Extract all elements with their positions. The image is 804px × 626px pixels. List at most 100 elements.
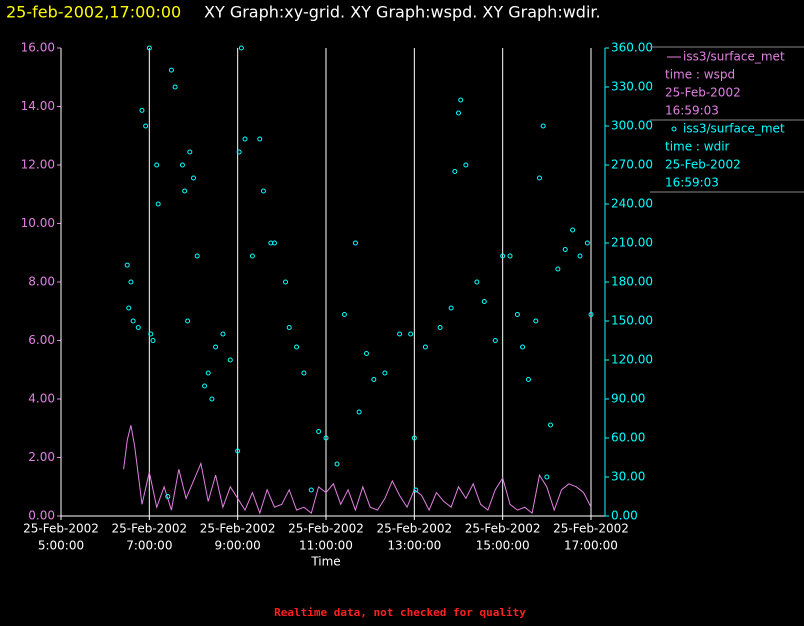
wdir-point xyxy=(194,253,200,259)
wdir-point xyxy=(533,318,539,324)
wdir-point xyxy=(301,370,307,376)
wdir-point xyxy=(143,123,149,129)
wdir-point xyxy=(481,299,487,304)
title-time: 25-feb-2002,17:00:00 xyxy=(6,3,181,22)
y2-tick-label: 0.00 xyxy=(611,509,638,523)
x-tick-label: 11:00:00 xyxy=(299,539,353,553)
x-tick-label: 15:00:00 xyxy=(476,539,530,553)
wdir-point xyxy=(363,351,369,356)
y-tick-label: 12.00 xyxy=(21,158,55,172)
wdir-point xyxy=(492,338,498,343)
wdir-point xyxy=(397,331,403,337)
y-tick-label: 0.00 xyxy=(28,509,55,523)
wdir-point xyxy=(352,240,358,246)
wdir-point xyxy=(474,279,480,285)
wdir-point xyxy=(271,240,277,246)
wdir-point xyxy=(448,305,454,311)
wdir-point xyxy=(182,188,188,194)
wdir-point xyxy=(408,331,414,337)
wdir-point xyxy=(165,494,171,499)
x-tick-label: 25-Feb-2002 xyxy=(200,522,276,536)
y-tick-label: 4.00 xyxy=(28,392,55,406)
wdir-point xyxy=(562,247,568,252)
y-tick-label: 10.00 xyxy=(21,216,55,230)
wdir-point xyxy=(411,435,417,441)
wdir-point xyxy=(191,175,196,181)
y2-tick-label: 60.00 xyxy=(611,431,645,445)
y2-tick-label: 210.00 xyxy=(611,236,653,250)
x-tick-label: 9:00:00 xyxy=(215,539,261,553)
legend-symbol xyxy=(671,126,677,132)
y2-tick-label: 120.00 xyxy=(611,353,653,367)
y-tick-label: 2.00 xyxy=(28,450,55,464)
legend-line: 16:59:03 xyxy=(665,176,719,190)
y2-tick-label: 270.00 xyxy=(611,158,653,172)
wdir-point xyxy=(452,169,458,174)
x-tick-label: 25-Feb-2002 xyxy=(465,522,541,536)
x-axis-label: Time xyxy=(310,555,340,569)
y2-tick-label: 240.00 xyxy=(611,197,653,211)
footer: Realtime data, not checked for quality xyxy=(274,606,526,619)
wdir-point xyxy=(294,344,300,350)
wdir-point xyxy=(236,149,242,155)
wdir-point xyxy=(555,266,561,272)
wdir-point xyxy=(130,318,136,324)
y2-tick-label: 180.00 xyxy=(611,275,653,289)
wdir-point xyxy=(135,325,141,330)
wdir-point xyxy=(242,136,248,142)
x-tick-label: 25-Feb-2002 xyxy=(23,522,99,536)
x-tick-label: 25-Feb-2002 xyxy=(376,522,452,536)
y-tick-label: 6.00 xyxy=(28,333,55,347)
wdir-point xyxy=(124,262,130,268)
wdir-point xyxy=(525,377,531,382)
y2-tick-label: 90.00 xyxy=(611,392,645,406)
wdir-point xyxy=(235,448,241,454)
legend-line: time : wdir xyxy=(665,140,730,154)
x-tick-label: 25-Feb-2002 xyxy=(288,522,364,536)
legend-line: time : wspd xyxy=(665,68,735,82)
x-tick-label: 17:00:00 xyxy=(564,539,618,553)
wdir-point xyxy=(286,325,292,330)
wdir-point xyxy=(179,162,185,168)
wdir-point xyxy=(128,279,134,285)
wdir-point xyxy=(463,162,469,168)
y-tick-label: 16.00 xyxy=(21,41,55,55)
wdir-point xyxy=(371,377,377,382)
wdir-point xyxy=(146,45,152,51)
wspd-line xyxy=(123,425,592,515)
wdir-point xyxy=(382,370,388,376)
wdir-point xyxy=(283,279,289,285)
y-tick-label: 8.00 xyxy=(28,275,55,289)
wdir-point xyxy=(514,312,520,317)
x-tick-label: 7:00:00 xyxy=(126,539,172,553)
wdir-point xyxy=(456,110,461,116)
wdir-point xyxy=(220,331,226,337)
wdir-point xyxy=(257,136,263,142)
wdir-point xyxy=(413,487,419,493)
wdir-point xyxy=(458,97,464,103)
wdir-point xyxy=(570,227,576,233)
wdir-point xyxy=(227,357,233,363)
wdir-point xyxy=(588,312,594,317)
wdir-point xyxy=(150,338,156,343)
wdir-point xyxy=(437,325,443,330)
wdir-point xyxy=(341,312,347,317)
wdir-point xyxy=(544,474,550,480)
legend-line: 25-Feb-2002 xyxy=(665,158,741,172)
wdir-point xyxy=(316,429,322,434)
legend-line: 25-Feb-2002 xyxy=(665,86,741,100)
wdir-point xyxy=(249,253,255,259)
y2-tick-label: 360.00 xyxy=(611,41,653,55)
wdir-point xyxy=(172,84,178,90)
y2-tick-label: 300.00 xyxy=(611,119,653,133)
wdir-point xyxy=(155,201,161,207)
wdir-point xyxy=(548,422,554,428)
legend-name: iss3/surface_met xyxy=(683,50,785,64)
wdir-point xyxy=(308,487,314,493)
wdir-point xyxy=(520,344,526,350)
wdir-point xyxy=(540,123,546,129)
wdir-point xyxy=(154,162,160,168)
wdir-point xyxy=(202,383,208,389)
wdir-point xyxy=(238,45,244,51)
